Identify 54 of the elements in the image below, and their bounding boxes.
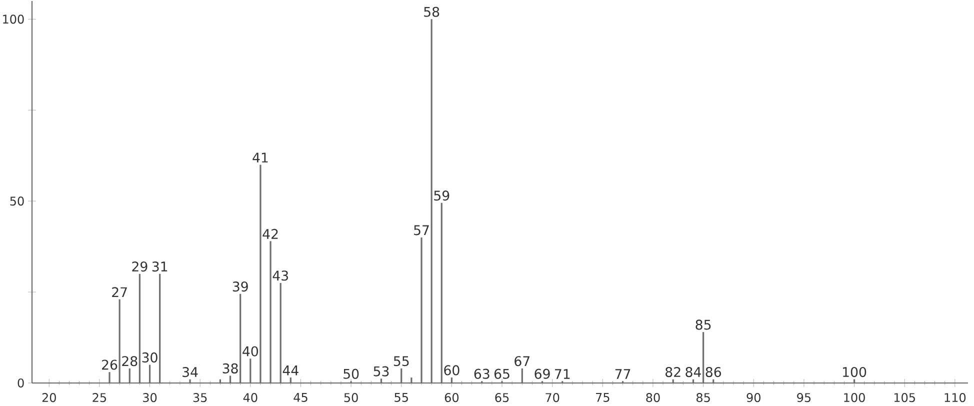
x-tick-label: 100	[844, 393, 865, 402]
x-tick-label: 50	[344, 393, 358, 402]
x-tick-label: 90	[746, 393, 760, 402]
annotation: 44	[282, 366, 298, 376]
annotation: 77	[615, 369, 630, 379]
x-tick-label: 75	[596, 393, 610, 402]
annotation: 100	[843, 366, 866, 378]
annotation: 26	[102, 360, 118, 370]
annotation: 82	[666, 366, 680, 378]
annotation: 31	[152, 261, 168, 272]
x-tick-label: 85	[696, 393, 710, 402]
x-tick-label: 105	[894, 393, 915, 402]
annotation: 55	[394, 356, 409, 366]
annotation: 63	[474, 368, 490, 379]
annotation: 50	[344, 368, 359, 379]
x-tick-label: 65	[495, 393, 509, 402]
annotation: 43	[272, 270, 288, 281]
x-tick-label: 55	[394, 393, 408, 402]
annotation: 40	[242, 346, 258, 356]
x-tick-label: 110	[944, 393, 966, 402]
annotation: 27	[112, 287, 127, 298]
y-tick-label: 50	[10, 196, 24, 206]
x-tick-label: 60	[444, 393, 459, 402]
annotation: 60	[444, 365, 460, 376]
x-tick-label: 40	[243, 393, 258, 402]
annotation: 69	[534, 368, 550, 379]
x-tick-label: 95	[797, 393, 811, 402]
annotation: 53	[374, 366, 389, 376]
annotation: 58	[424, 6, 440, 17]
y-tick-label: 0	[18, 378, 24, 388]
x-tick-label: 30	[143, 393, 157, 402]
annotation: 42	[262, 228, 278, 239]
annotation: 30	[142, 352, 158, 363]
annotation: 71	[555, 369, 570, 379]
x-tick-label: 45	[294, 393, 308, 402]
annotation: 84	[686, 366, 701, 378]
x-tick-label: 70	[546, 393, 560, 402]
x-tick-label: 20	[42, 393, 56, 402]
annotation: 85	[696, 320, 711, 330]
annotation: 57	[414, 225, 429, 236]
x-tick-label: 80	[646, 393, 660, 402]
annotation: 41	[252, 152, 268, 162]
annotation: 65	[494, 368, 510, 379]
annotation: 86	[706, 366, 722, 378]
annotation: 67	[514, 356, 530, 366]
annotation: 59	[434, 190, 450, 201]
annotation: 38	[222, 363, 238, 374]
annotation: 29	[132, 261, 148, 272]
annotation: 39	[232, 281, 248, 292]
x-tick-label: 35	[193, 393, 207, 402]
annotation: 28	[122, 356, 138, 366]
annotation: 34	[182, 366, 198, 378]
y-tick-label: 100	[3, 14, 24, 24]
x-tick-label: 25	[92, 393, 106, 402]
